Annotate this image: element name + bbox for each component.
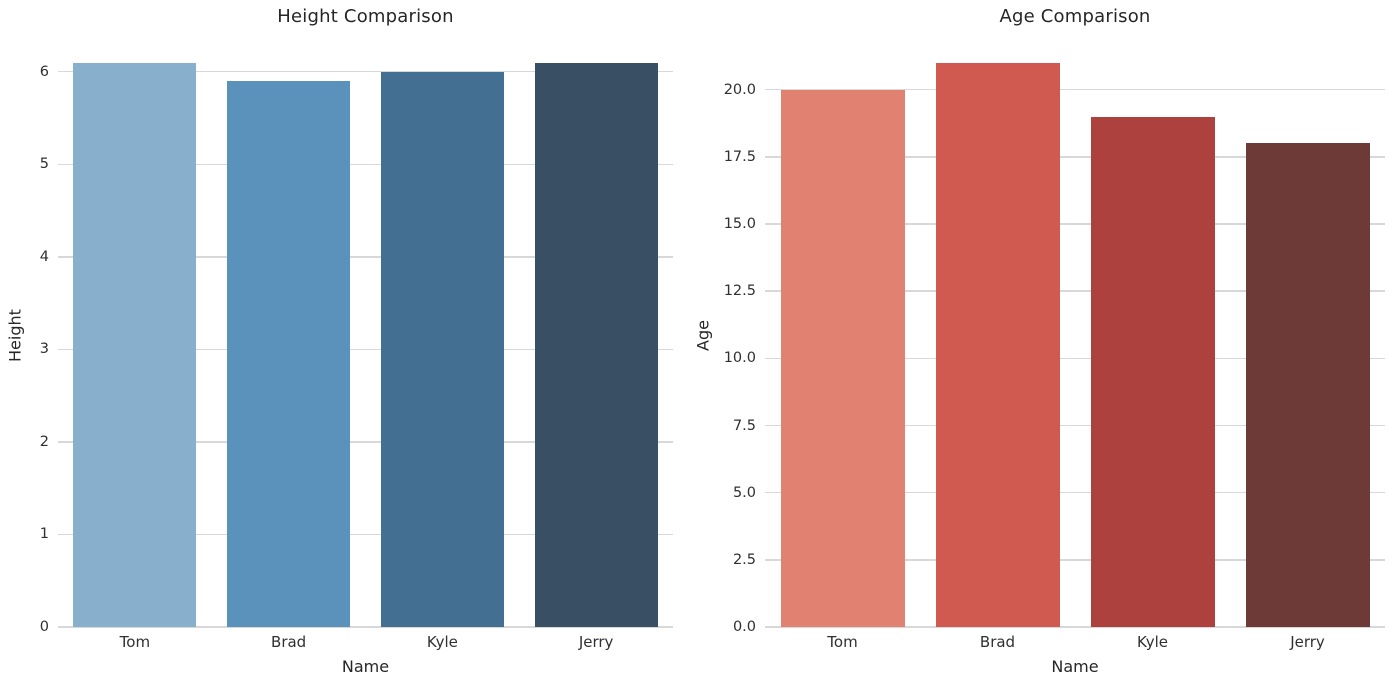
y-tick-label: 17.5 [723, 148, 756, 165]
gridline [58, 441, 673, 443]
gridline [58, 256, 673, 258]
y-tick-label: 7.5 [732, 417, 756, 434]
chart-title: Age Comparison [999, 6, 1151, 27]
gridline [58, 71, 673, 73]
gridline [765, 626, 1385, 628]
x-tick-label: Tom [119, 633, 151, 651]
y-tick-label: 3 [39, 341, 49, 358]
gridline [765, 156, 1385, 158]
y-tick-label: 5 [39, 156, 49, 173]
bar-brad [227, 81, 351, 627]
gridline [765, 88, 1385, 91]
x-axis-label: Name [341, 657, 390, 676]
chart-title: Height Comparison [277, 6, 454, 27]
y-tick-label: 6 [39, 63, 49, 80]
y-tick-label: 12.5 [723, 283, 756, 300]
y-tick-label: 5.0 [732, 484, 756, 501]
y-tick-label: 1 [39, 526, 49, 543]
bar-jerry [534, 62, 658, 627]
y-axis-label: Age [693, 320, 713, 351]
bar-jerry [1245, 143, 1370, 627]
bar-tom [73, 62, 197, 627]
bar-brad [935, 62, 1060, 627]
gridline [765, 290, 1385, 292]
x-tick-label: Jerry [578, 633, 614, 651]
x-tick-label: Brad [979, 633, 1016, 651]
bar-tom [780, 89, 905, 627]
bar-kyle [1090, 116, 1215, 627]
gridline [765, 559, 1385, 561]
gridline [58, 533, 673, 536]
gridline [58, 163, 673, 165]
x-tick-label: Kyle [1136, 633, 1169, 651]
gridline [765, 424, 1385, 427]
gridline [58, 348, 673, 351]
x-axis-label: Name [1051, 657, 1099, 676]
y-tick-label: 0.0 [732, 619, 756, 635]
gridline [58, 626, 673, 628]
bar-kyle [380, 71, 504, 627]
y-tick-label: 15.0 [723, 216, 756, 232]
y-tick-label: 4 [39, 248, 49, 265]
gridline [765, 491, 1385, 494]
x-tick-label: Jerry [1290, 633, 1325, 651]
x-tick-label: Tom [827, 633, 858, 651]
y-tick-label: 20.0 [723, 81, 756, 98]
gridline [765, 223, 1385, 225]
y-tick-label: 2.5 [732, 551, 756, 568]
gridline [765, 357, 1385, 360]
x-tick-label: Brad [271, 633, 307, 651]
y-tick-label: 10.0 [723, 350, 756, 367]
x-tick-label: Kyle [426, 633, 458, 651]
y-tick-label: 0 [39, 619, 49, 635]
y-tick-label: 2 [39, 433, 49, 450]
